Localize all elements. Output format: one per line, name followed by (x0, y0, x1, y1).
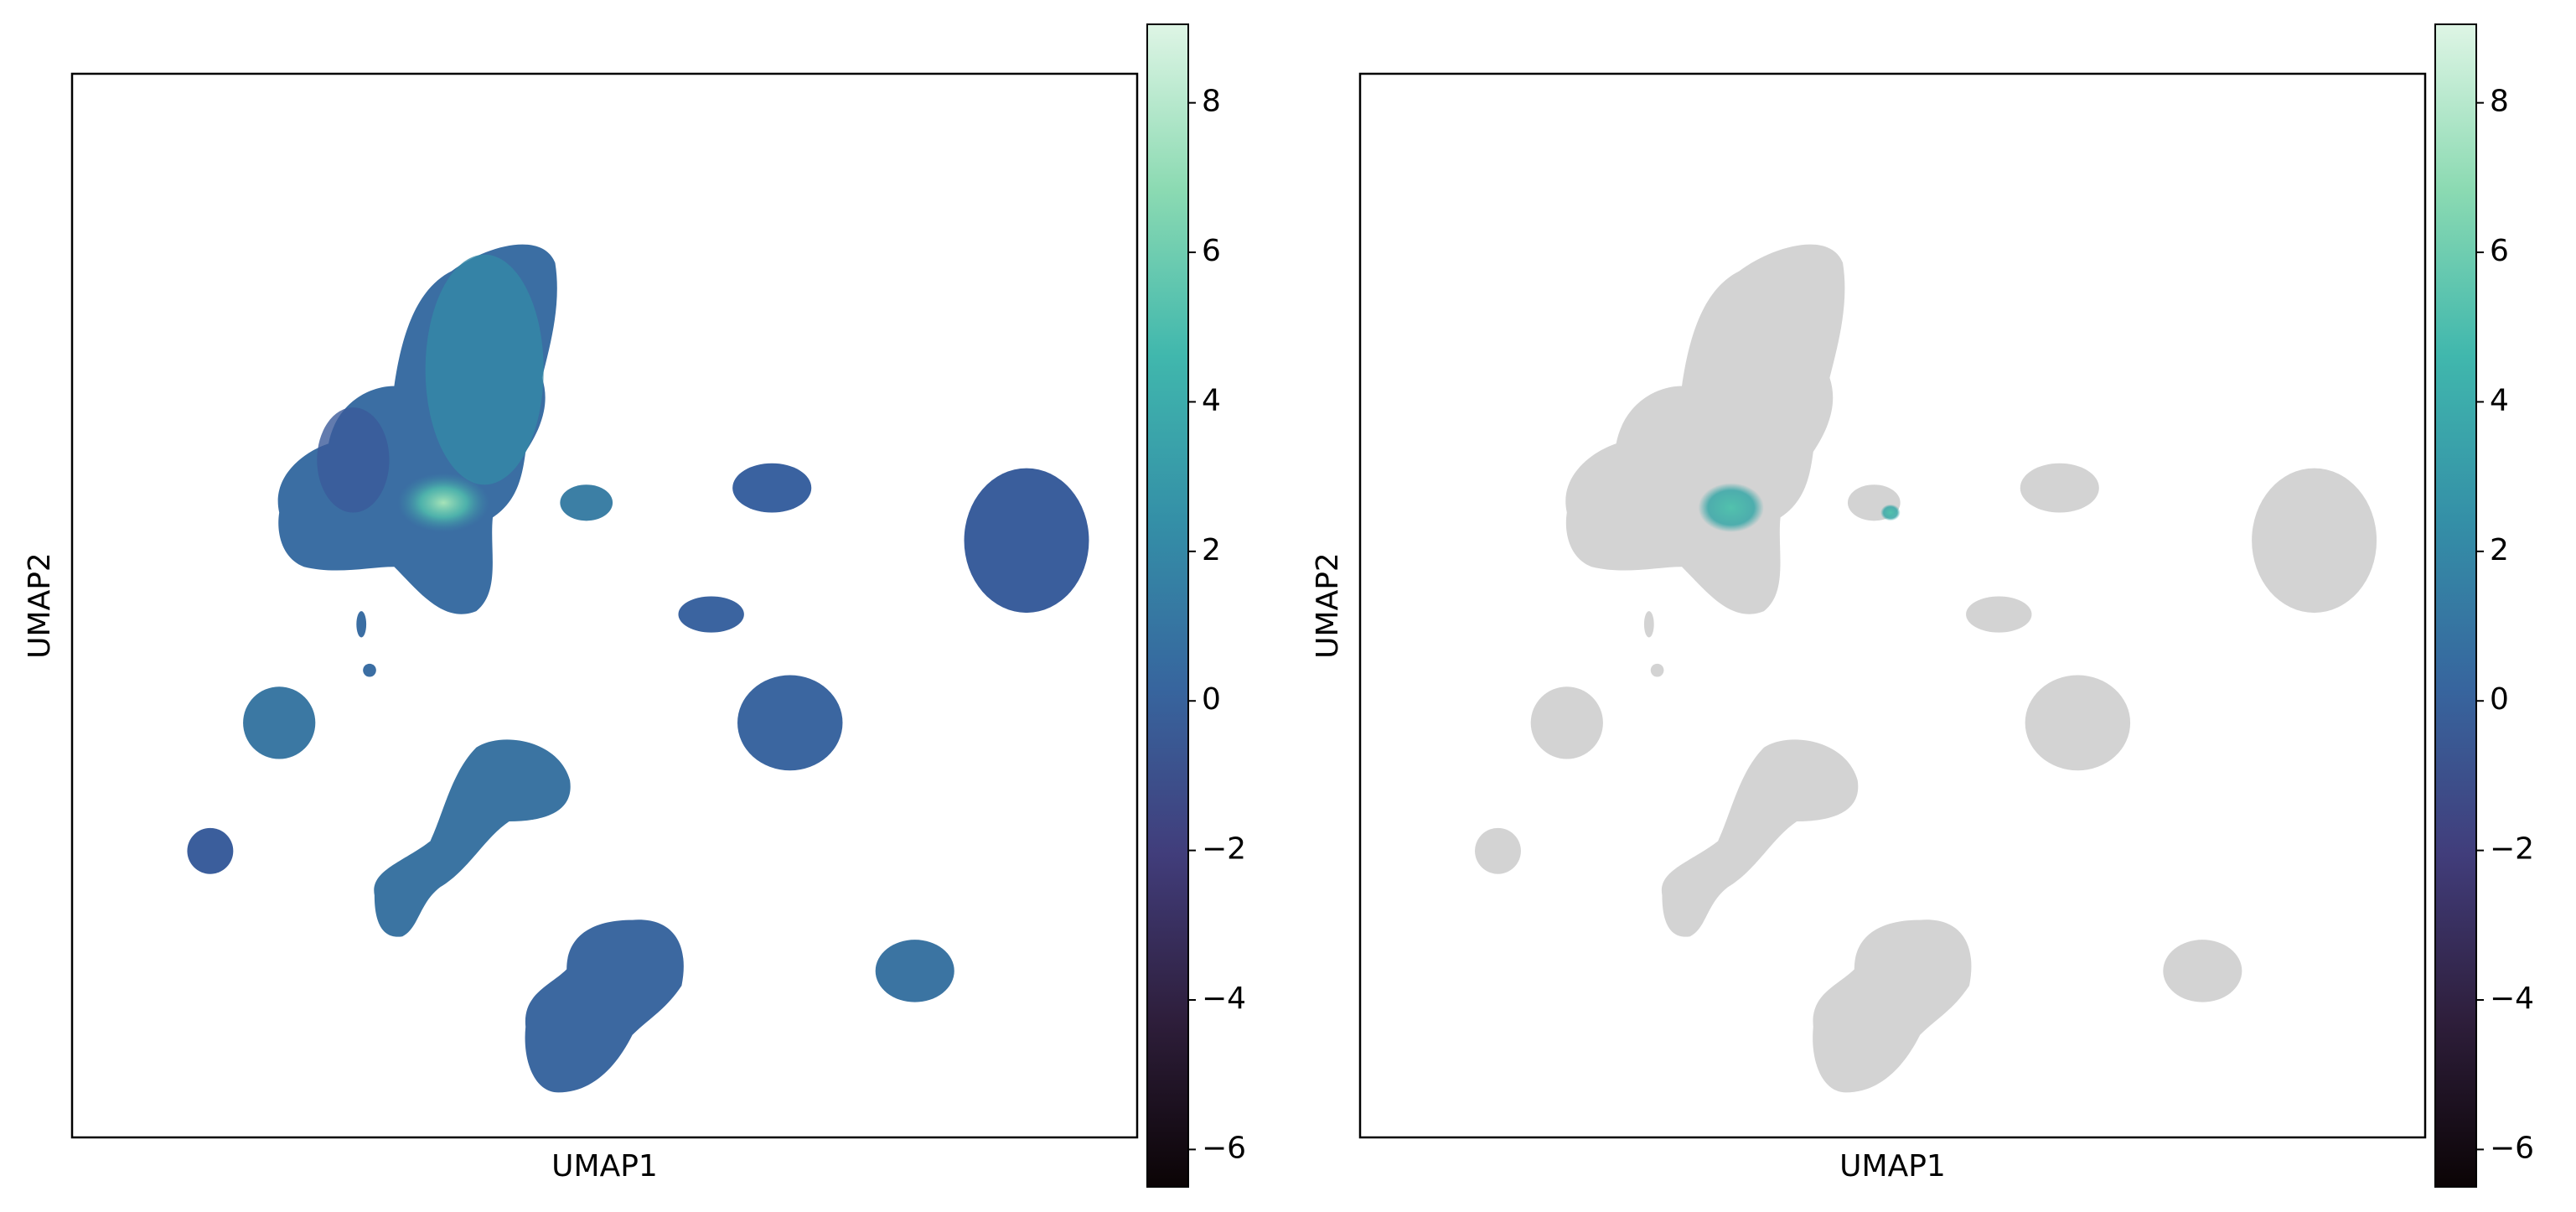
cluster (1661, 739, 1859, 937)
colorbar-tick-label: 8 (1202, 85, 1221, 119)
cluster (875, 940, 954, 1002)
colorbar-tick-label: 0 (1202, 682, 1221, 717)
highlight (1698, 483, 1764, 533)
colorbar-tick-label: 4 (2490, 383, 2509, 417)
panel: UMAP1 UMAP2 −6 −4 −2 0 2 4 6 8 (23, 23, 1246, 1188)
cluster (737, 675, 843, 771)
colorbar-tick-label: −2 (2490, 832, 2534, 867)
colorbar-tick-label: 2 (1202, 533, 1221, 567)
cluster (243, 686, 316, 759)
cluster (1643, 611, 1654, 638)
colorbar (2434, 23, 2477, 1188)
cluster (1530, 686, 1603, 759)
cluster (678, 596, 744, 633)
cluster (2252, 468, 2377, 614)
axes-frame (70, 72, 1139, 1139)
colorbar-tick-label: −2 (1202, 832, 1246, 867)
cluster (1475, 827, 1521, 874)
highlight (1880, 504, 1901, 521)
cluster (356, 611, 367, 638)
y-axis-label: UMAP2 (23, 552, 57, 659)
colorbar-tick-label: −6 (1202, 1131, 1246, 1165)
colorbar-tick-label: 6 (2490, 234, 2509, 268)
cluster (1650, 663, 1664, 677)
x-axis-label: UMAP1 (1839, 1149, 1946, 1184)
cluster (363, 663, 376, 677)
cluster (560, 484, 613, 521)
colorbar-tick-label: −4 (2490, 982, 2534, 1016)
highlight (397, 473, 490, 533)
colorbar-tick-label: −4 (1202, 982, 1246, 1016)
colorbar-tick-label: −6 (2490, 1131, 2534, 1165)
colorbar-tick-label: 0 (2490, 682, 2509, 717)
scatter-clusters (1475, 244, 2377, 1093)
cluster (1565, 244, 1845, 614)
colorbar-tick-label: 4 (1202, 383, 1221, 417)
cluster (2025, 675, 2131, 771)
cluster (1813, 919, 1972, 1093)
cluster (964, 468, 1089, 614)
x-axis-label: UMAP1 (551, 1149, 658, 1184)
panel: UMAP1 UMAP2 −6 −4 −2 0 2 4 6 8 (1311, 23, 2534, 1188)
scatter-clusters (187, 244, 1089, 1093)
colorbar (1146, 23, 1189, 1188)
cluster-region (425, 254, 544, 485)
cluster (374, 739, 571, 937)
cluster (2020, 463, 2099, 513)
colorbar-tick-label: 2 (2490, 533, 2509, 567)
cluster (2163, 940, 2242, 1002)
cluster (732, 463, 812, 513)
cluster (525, 919, 684, 1093)
cluster (1966, 596, 2032, 633)
y-axis-label: UMAP2 (1311, 552, 1345, 659)
colorbar-tick-label: 6 (1202, 234, 1221, 268)
axes-frame (1358, 72, 2427, 1139)
cluster-region (317, 407, 390, 513)
colorbar-tick-label: 8 (2490, 85, 2509, 119)
cluster (187, 827, 234, 874)
